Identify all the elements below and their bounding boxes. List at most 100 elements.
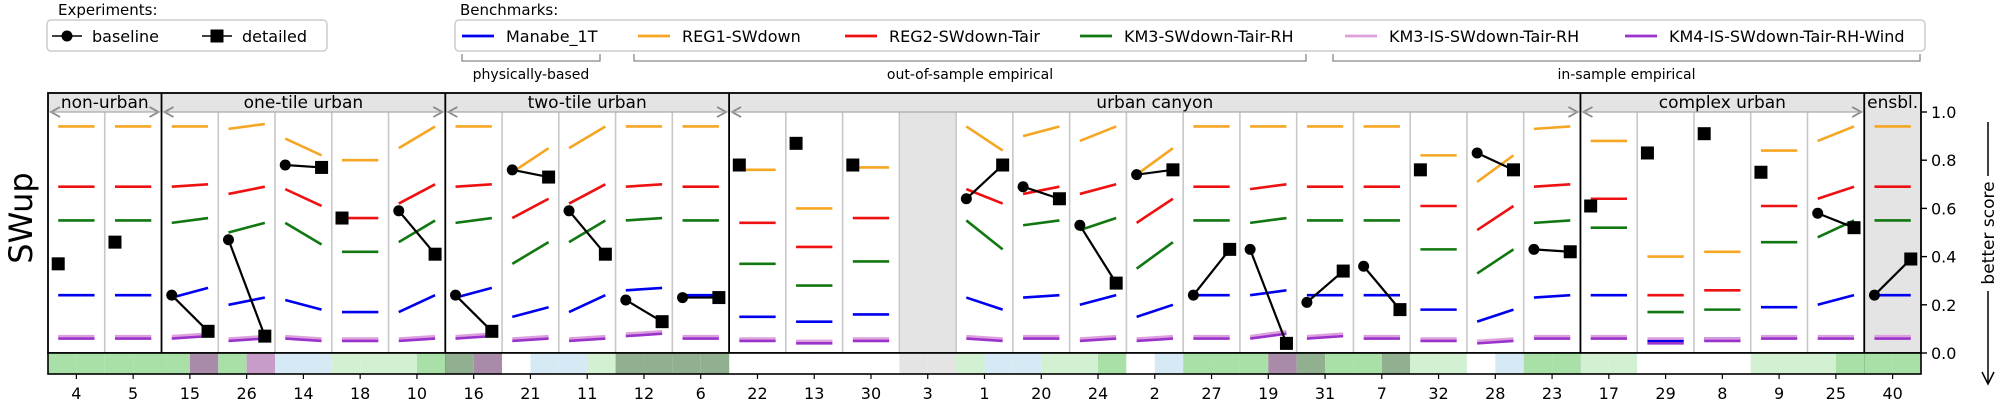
benchmark-line-11-2 (568, 183, 606, 205)
benchmark-line-10-2 (398, 183, 436, 205)
x-tick-label-23: 23 (1542, 384, 1562, 403)
detailed-point-11 (598, 247, 612, 261)
detailed-point-29 (1640, 146, 1654, 160)
group-label-5: ensbl. (1867, 93, 1918, 113)
x-tick-label-40: 40 (1882, 384, 1902, 403)
detailed-point-13 (789, 136, 803, 150)
x-tick-label-27: 27 (1201, 384, 1221, 403)
x-tick-label-17: 17 (1599, 384, 1619, 403)
baseline-point-40 (1868, 289, 1880, 301)
baseline-point-26 (222, 234, 234, 246)
strip-cell-1-0 (956, 353, 985, 374)
strip-cell-9-1 (1779, 353, 1808, 374)
benchmark-line-24-2 (1079, 183, 1117, 196)
x-tick-label-26: 26 (236, 384, 256, 403)
benchmark-line-11-5 (568, 337, 606, 343)
detailed-point-8 (1697, 127, 1711, 141)
benchmark-line-26-3 (228, 221, 266, 234)
x-tick-label-8: 8 (1717, 384, 1727, 403)
benchmark-line-1-5 (966, 337, 1003, 343)
detailed-point-9 (1754, 165, 1768, 179)
baseline-point-7 (1358, 260, 1370, 272)
legend-bracket-2 (1332, 54, 1921, 62)
strip-cell-15-0 (161, 353, 190, 374)
baseline-point-20 (1017, 181, 1029, 193)
baseline-point-16 (450, 289, 462, 301)
benchmarks-legend-frame (454, 19, 1926, 52)
benchmark-line-26-1 (228, 122, 265, 131)
better-score-label-bg (1976, 176, 2000, 291)
strip-cell-19-1 (1268, 353, 1297, 374)
benchmark-line-24-1 (1079, 125, 1117, 143)
detailed-point-14 (315, 160, 329, 174)
better-score-label: better score (1979, 181, 1999, 284)
strip-cell-6-0 (672, 353, 701, 374)
y-tick-label-1: 0.2 (1931, 296, 1956, 315)
x-tick-label-16: 16 (464, 384, 484, 403)
x-tick-label-14: 14 (293, 384, 313, 403)
baseline-point-27 (1187, 289, 1199, 301)
strip-cell-29-0 (1637, 353, 1666, 374)
detailed-point-6 (712, 291, 726, 305)
strip-cell-6-1 (700, 353, 730, 374)
x-tick-label-15: 15 (180, 384, 200, 403)
strip-cell-26-0 (218, 353, 247, 374)
baseline-point-24 (1074, 219, 1086, 231)
benchmark-line-16-3 (455, 216, 493, 225)
baseline-point-15 (166, 289, 178, 301)
benchmark-line-26-0 (228, 296, 266, 307)
strip-cell-21-0 (502, 353, 531, 374)
legend-bench-label-3: KM3-SWdown-Tair-RH (1124, 27, 1294, 46)
detailed-point-25 (1847, 221, 1861, 235)
strip-cell-30-1 (870, 353, 900, 374)
strip-cell-13-0 (785, 353, 815, 374)
strip-cell-24-1 (1098, 353, 1127, 374)
benchmark-line-21-5 (512, 337, 549, 343)
benchmark-line-19-4 (1249, 330, 1287, 338)
strip-cell-22-0 (729, 353, 758, 374)
experiments-legend-frame (46, 19, 328, 52)
benchmark-line-11-4 (568, 334, 606, 340)
detailed-point-1 (996, 158, 1010, 172)
x-tick-label-24: 24 (1088, 384, 1108, 403)
experiment-link-24 (1078, 224, 1118, 284)
baseline-point-23 (1528, 243, 1540, 255)
strip-cell-22-1 (757, 353, 786, 374)
experiment-link-7 (1362, 265, 1401, 311)
detailed-point-20 (1052, 192, 1066, 206)
detailed-point-27 (1223, 242, 1237, 256)
benchmarks-legend-title: Benchmarks: (460, 1, 558, 19)
strip-cell-1-1 (984, 353, 1013, 374)
detailed-point-10 (428, 247, 442, 261)
strip-cell-13-1 (814, 353, 843, 374)
detailed-point-17 (1584, 199, 1598, 213)
baseline-point-10 (393, 205, 405, 217)
benchmark-line-16-0 (455, 286, 493, 299)
x-tick-label-3: 3 (923, 384, 933, 403)
x-tick-label-18: 18 (350, 384, 370, 403)
detailed-point-22 (732, 158, 746, 172)
benchmark-line-24-0 (1079, 293, 1117, 307)
x-tick-label-28: 28 (1485, 384, 1505, 403)
strip-cell-20-1 (1041, 353, 1070, 374)
y-axis-label: SWup (2, 172, 40, 263)
legend-exp-marker-0 (61, 30, 73, 42)
benchmark-line-31-4 (1306, 332, 1344, 338)
x-tick-label-1: 1 (979, 384, 989, 403)
detailed-point-32 (1413, 163, 1427, 177)
benchmark-line-28-4 (1477, 337, 1514, 343)
benchmark-line-10-5 (398, 337, 436, 343)
x-tick-label-25: 25 (1826, 384, 1846, 403)
benchmark-line-19-3 (1249, 216, 1287, 225)
benchmark-line-20-2 (1022, 185, 1060, 196)
y-tick-label-5: 1.0 (1931, 103, 1956, 122)
legend-bench-label-2: REG2-SWdown-Tair (889, 27, 1040, 46)
benchmark-line-28-0 (1476, 308, 1514, 323)
x-tick-label-21: 21 (520, 384, 540, 403)
benchmark-line-21-0 (511, 305, 549, 319)
strip-cell-3-0 (899, 353, 928, 374)
strip-cell-5-1 (133, 353, 162, 374)
detailed-point-2 (1166, 163, 1180, 177)
strip-cell-18-0 (331, 353, 361, 374)
